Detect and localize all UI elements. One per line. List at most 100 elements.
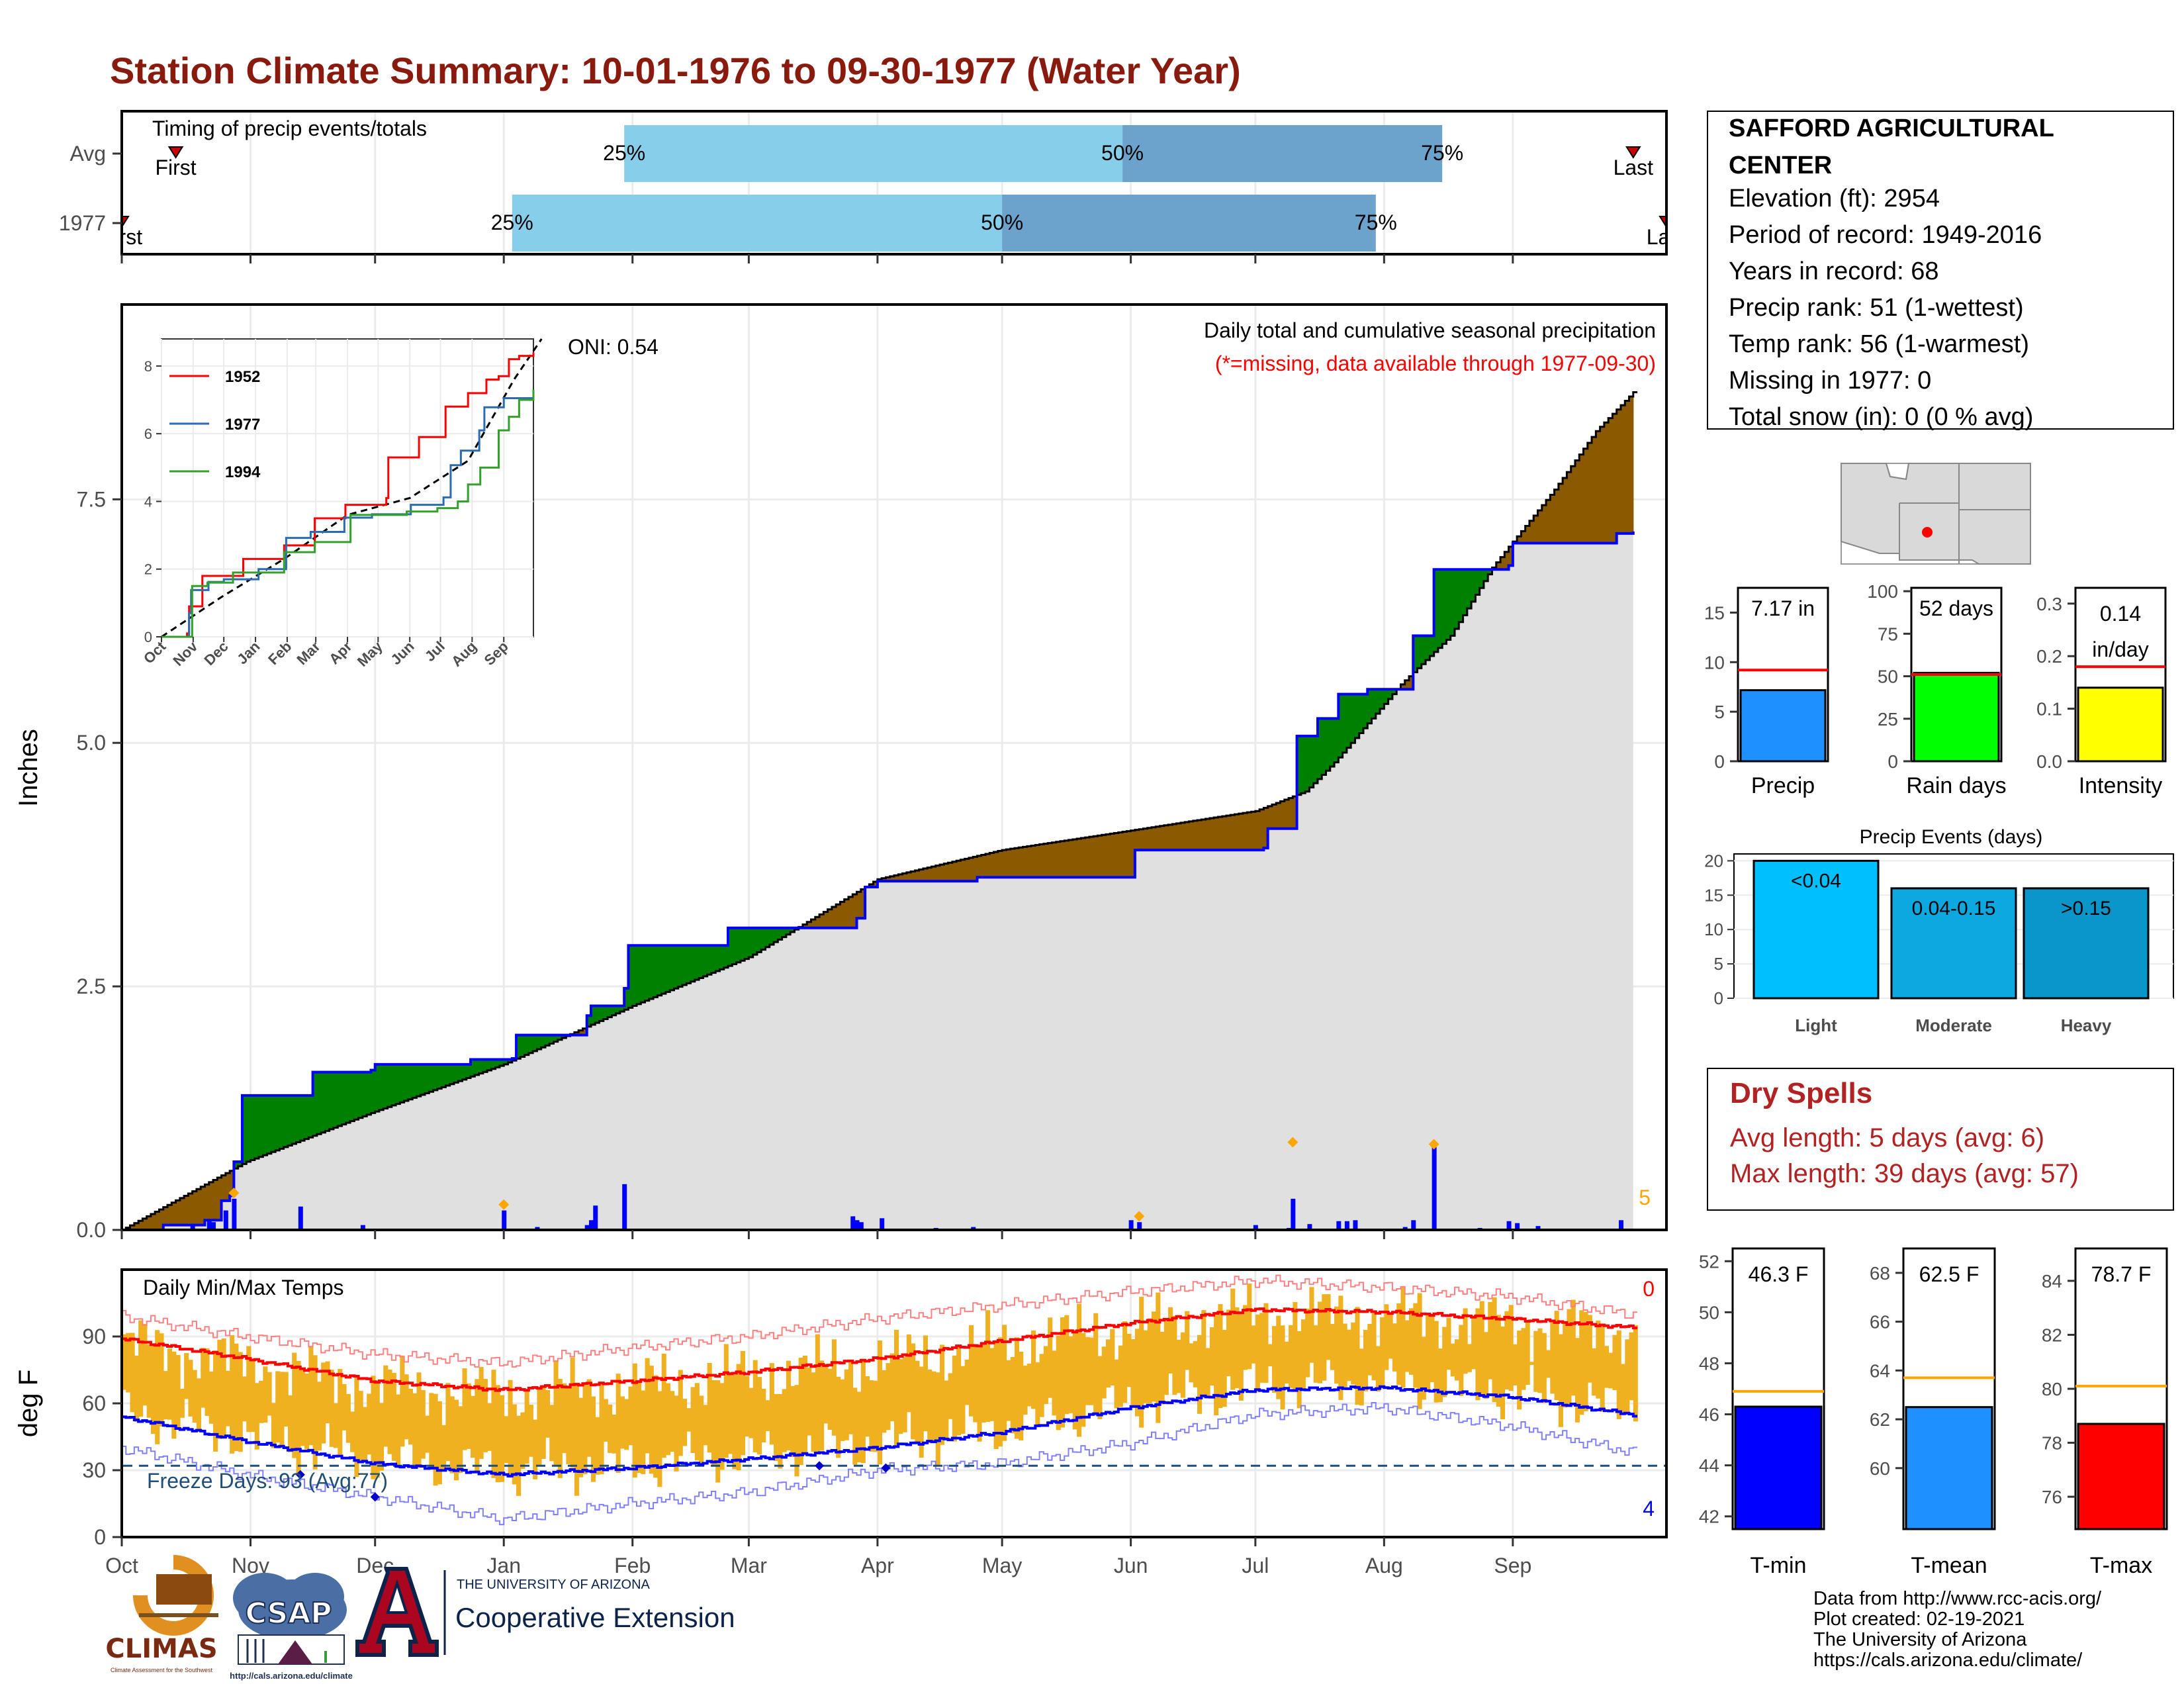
daily-temp-range-bar xyxy=(1026,1363,1032,1407)
daily-temp-range-bar xyxy=(1160,1331,1165,1405)
daily-temp-range-bar xyxy=(146,1344,152,1418)
daily-temp-range-bar xyxy=(1172,1315,1177,1395)
freeze-marker xyxy=(881,1463,891,1473)
daily-temp-range-bar xyxy=(188,1360,193,1417)
station-info-line: Missing in 1977: 0 xyxy=(1729,367,1931,395)
daily-temp-range-bar xyxy=(1567,1309,1572,1407)
daily-precip-bar xyxy=(588,1220,594,1230)
daily-temp-range-bar xyxy=(1147,1318,1152,1404)
daily-temp-range-bar xyxy=(619,1396,625,1449)
daily-temp-range-bar xyxy=(608,1404,613,1453)
daily-temp-range-bar xyxy=(304,1373,310,1450)
daily-temp-range-bar xyxy=(1189,1343,1194,1383)
temp-summary-tick: 42 xyxy=(1699,1507,1719,1527)
summary-bar-tick: 15 xyxy=(1704,602,1725,623)
daily-temp-range-bar xyxy=(1263,1303,1269,1383)
daily-temp-range-bar xyxy=(886,1363,891,1430)
month-tick-label: Apr xyxy=(861,1554,894,1577)
precip-event-tick: 10 xyxy=(1704,919,1723,939)
precip-event-range: <0.04 xyxy=(1791,870,1841,892)
daily-temp-range-bar xyxy=(1409,1308,1414,1375)
summary-bar-tick: 75 xyxy=(1878,624,1898,644)
daily-temp-range-bar xyxy=(383,1365,388,1447)
daily-temp-range-bar xyxy=(570,1357,575,1468)
precip-event-tick: 5 xyxy=(1714,954,1723,974)
temp-summary-fill xyxy=(1734,1405,1823,1530)
daily-temp-range-bar xyxy=(707,1362,712,1453)
daily-temp-range-bar xyxy=(1039,1354,1044,1417)
daily-temp-range-bar xyxy=(1525,1322,1530,1385)
month-tick-label: Feb xyxy=(614,1554,651,1577)
dry-spells-title: Dry Spells xyxy=(1730,1077,1872,1109)
daily-temp-range-bar xyxy=(163,1371,168,1420)
temp-summary-tick: 46 xyxy=(1699,1405,1719,1425)
daily-temp-range-bar xyxy=(1143,1330,1148,1403)
month-tick-label: Jan xyxy=(486,1554,521,1577)
footer-credit-line: Plot created: 02-19-2021 xyxy=(1813,1609,2025,1630)
daily-temp-range-bar xyxy=(196,1378,202,1430)
temp-summary-label: T-mean xyxy=(1911,1553,1987,1578)
station-name-line1: SAFFORD AGRICULTURAL xyxy=(1729,115,2054,142)
daily-precip-bar xyxy=(535,1227,540,1230)
daily-temp-range-bar xyxy=(1529,1362,1535,1365)
daily-temp-range-bar xyxy=(1570,1299,1576,1396)
daily-temp-range-bar xyxy=(387,1369,392,1454)
daily-temp-range-bar xyxy=(1388,1313,1393,1359)
daily-temp-range-bar xyxy=(341,1383,347,1430)
precip-event-category: Moderate xyxy=(1915,1015,1992,1035)
daily-temp-range-bar xyxy=(732,1374,737,1470)
daily-temp-range-bar xyxy=(1517,1331,1522,1410)
daily-precip-bar xyxy=(298,1206,303,1230)
daily-temp-range-bar xyxy=(968,1325,974,1417)
daily-precip-bar xyxy=(1618,1220,1623,1230)
daily-temp-range-bar xyxy=(1625,1339,1630,1413)
daily-temp-range-bar xyxy=(578,1397,584,1477)
summary-bar-tick: 0 xyxy=(1888,751,1898,772)
timing-pct-label: 50% xyxy=(981,211,1023,234)
daily-temp-range-bar xyxy=(1031,1330,1036,1409)
timing-pct-label: 75% xyxy=(1421,141,1463,165)
daily-temp-range-bar xyxy=(1060,1317,1066,1428)
daily-temp-range-bar xyxy=(1338,1295,1343,1400)
temp-y-axis-label: deg F xyxy=(14,1370,43,1437)
summary-bar-fill xyxy=(2077,686,2164,763)
footer: Data from http://www.rcc-acis.org/Plot c… xyxy=(105,1555,2102,1681)
daily-temp-range-bar xyxy=(794,1385,799,1477)
daily-temp-range-bar xyxy=(948,1373,953,1419)
daily-temp-range-bar xyxy=(641,1390,646,1474)
daily-precip-bar xyxy=(850,1216,856,1230)
daily-temp-range-bar xyxy=(504,1416,509,1464)
daily-temp-range-bar xyxy=(221,1338,226,1438)
daily-temp-range-bar xyxy=(873,1380,878,1452)
daily-temp-range-bar xyxy=(749,1387,754,1438)
daily-temp-range-bar xyxy=(1267,1344,1273,1366)
temp-summary-label: T-max xyxy=(2090,1553,2152,1578)
temp-summary-fill xyxy=(1905,1406,1993,1530)
daily-temp-range-bar xyxy=(371,1376,376,1479)
summary-bar-label: Rain days xyxy=(1906,773,2006,798)
daily-temp-range-bar xyxy=(1633,1325,1638,1422)
daily-temp-range-bar xyxy=(213,1350,218,1452)
daily-temp-range-bar xyxy=(856,1391,862,1463)
temp-summary-t-mean: 60 62 64 66 68 62.5 F T-mean xyxy=(1870,1247,1996,1578)
daily-precip-bar xyxy=(190,1226,195,1230)
daily-temp-range-bar xyxy=(1550,1320,1555,1394)
month-tick-label: Jun xyxy=(1114,1554,1148,1577)
temp-summary-value: 62.5 F xyxy=(1919,1262,1979,1286)
daily-temp-range-bar xyxy=(1479,1301,1484,1397)
inset-y-tick-label: 8 xyxy=(144,358,152,375)
daily-temp-range-bar xyxy=(869,1380,874,1452)
missing-data-marker xyxy=(1428,1139,1439,1150)
record-low-count: 4 xyxy=(1643,1497,1655,1521)
daily-temp-range-bar xyxy=(1404,1320,1410,1372)
daily-temp-range-bar xyxy=(769,1363,774,1445)
daily-temp-range-bar xyxy=(1450,1343,1455,1377)
precip-y-tick-label: 0.0 xyxy=(77,1218,106,1242)
daily-temp-range-bar xyxy=(860,1360,866,1464)
daily-temp-range-bar xyxy=(275,1371,281,1443)
daily-temp-range-bar xyxy=(416,1372,422,1468)
daily-temp-range-bar xyxy=(1280,1325,1285,1410)
daily-temp-range-bar xyxy=(150,1345,156,1434)
month-tick-label: Aug xyxy=(1365,1554,1403,1577)
daily-temp-range-bar xyxy=(1380,1317,1385,1388)
